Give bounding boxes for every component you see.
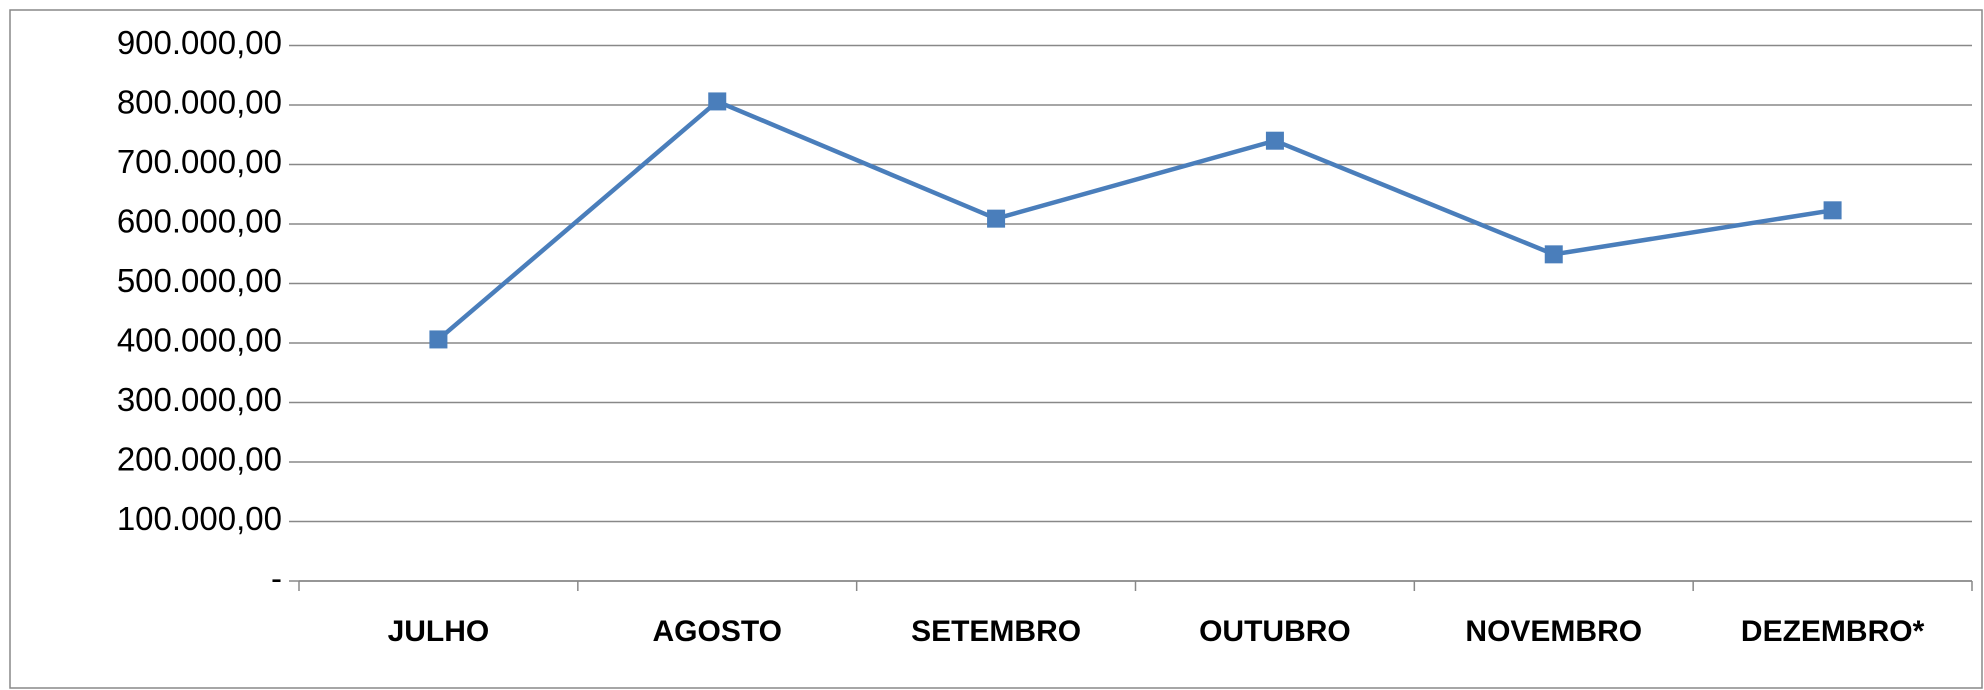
marker [1544, 245, 1563, 264]
y-tick-label: 200.000,00 [117, 441, 282, 478]
y-tick-label: 900.000,00 [117, 24, 282, 61]
x-tick-label: JULHO [388, 615, 490, 648]
x-tick-label: AGOSTO [653, 615, 782, 648]
y-tick-label: - [271, 560, 282, 597]
marker [987, 209, 1006, 228]
line [436, 98, 1833, 342]
marker [1265, 131, 1284, 150]
marker [429, 330, 448, 349]
x-tick-label: NOVEMBRO [1465, 615, 1642, 648]
y-tick-label: 700.000,00 [117, 143, 282, 180]
y-tick-label: 100.000,00 [117, 500, 282, 537]
y-tick-label: 600.000,00 [117, 203, 282, 240]
x-tick-label: DEZEMBRO* [1741, 615, 1925, 648]
y-tick-label: 500.000,00 [117, 262, 282, 299]
x-tick-label: OUTUBRO [1199, 615, 1351, 648]
y-tick-label: 800.000,00 [117, 84, 282, 121]
marker [708, 92, 727, 111]
y-tick-label: 400.000,00 [117, 322, 282, 359]
x-tick-label: SETEMBRO [911, 615, 1081, 648]
y-tick-label: 300.000,00 [117, 381, 282, 418]
marker [1823, 201, 1842, 220]
chart-border [9, 9, 1983, 689]
